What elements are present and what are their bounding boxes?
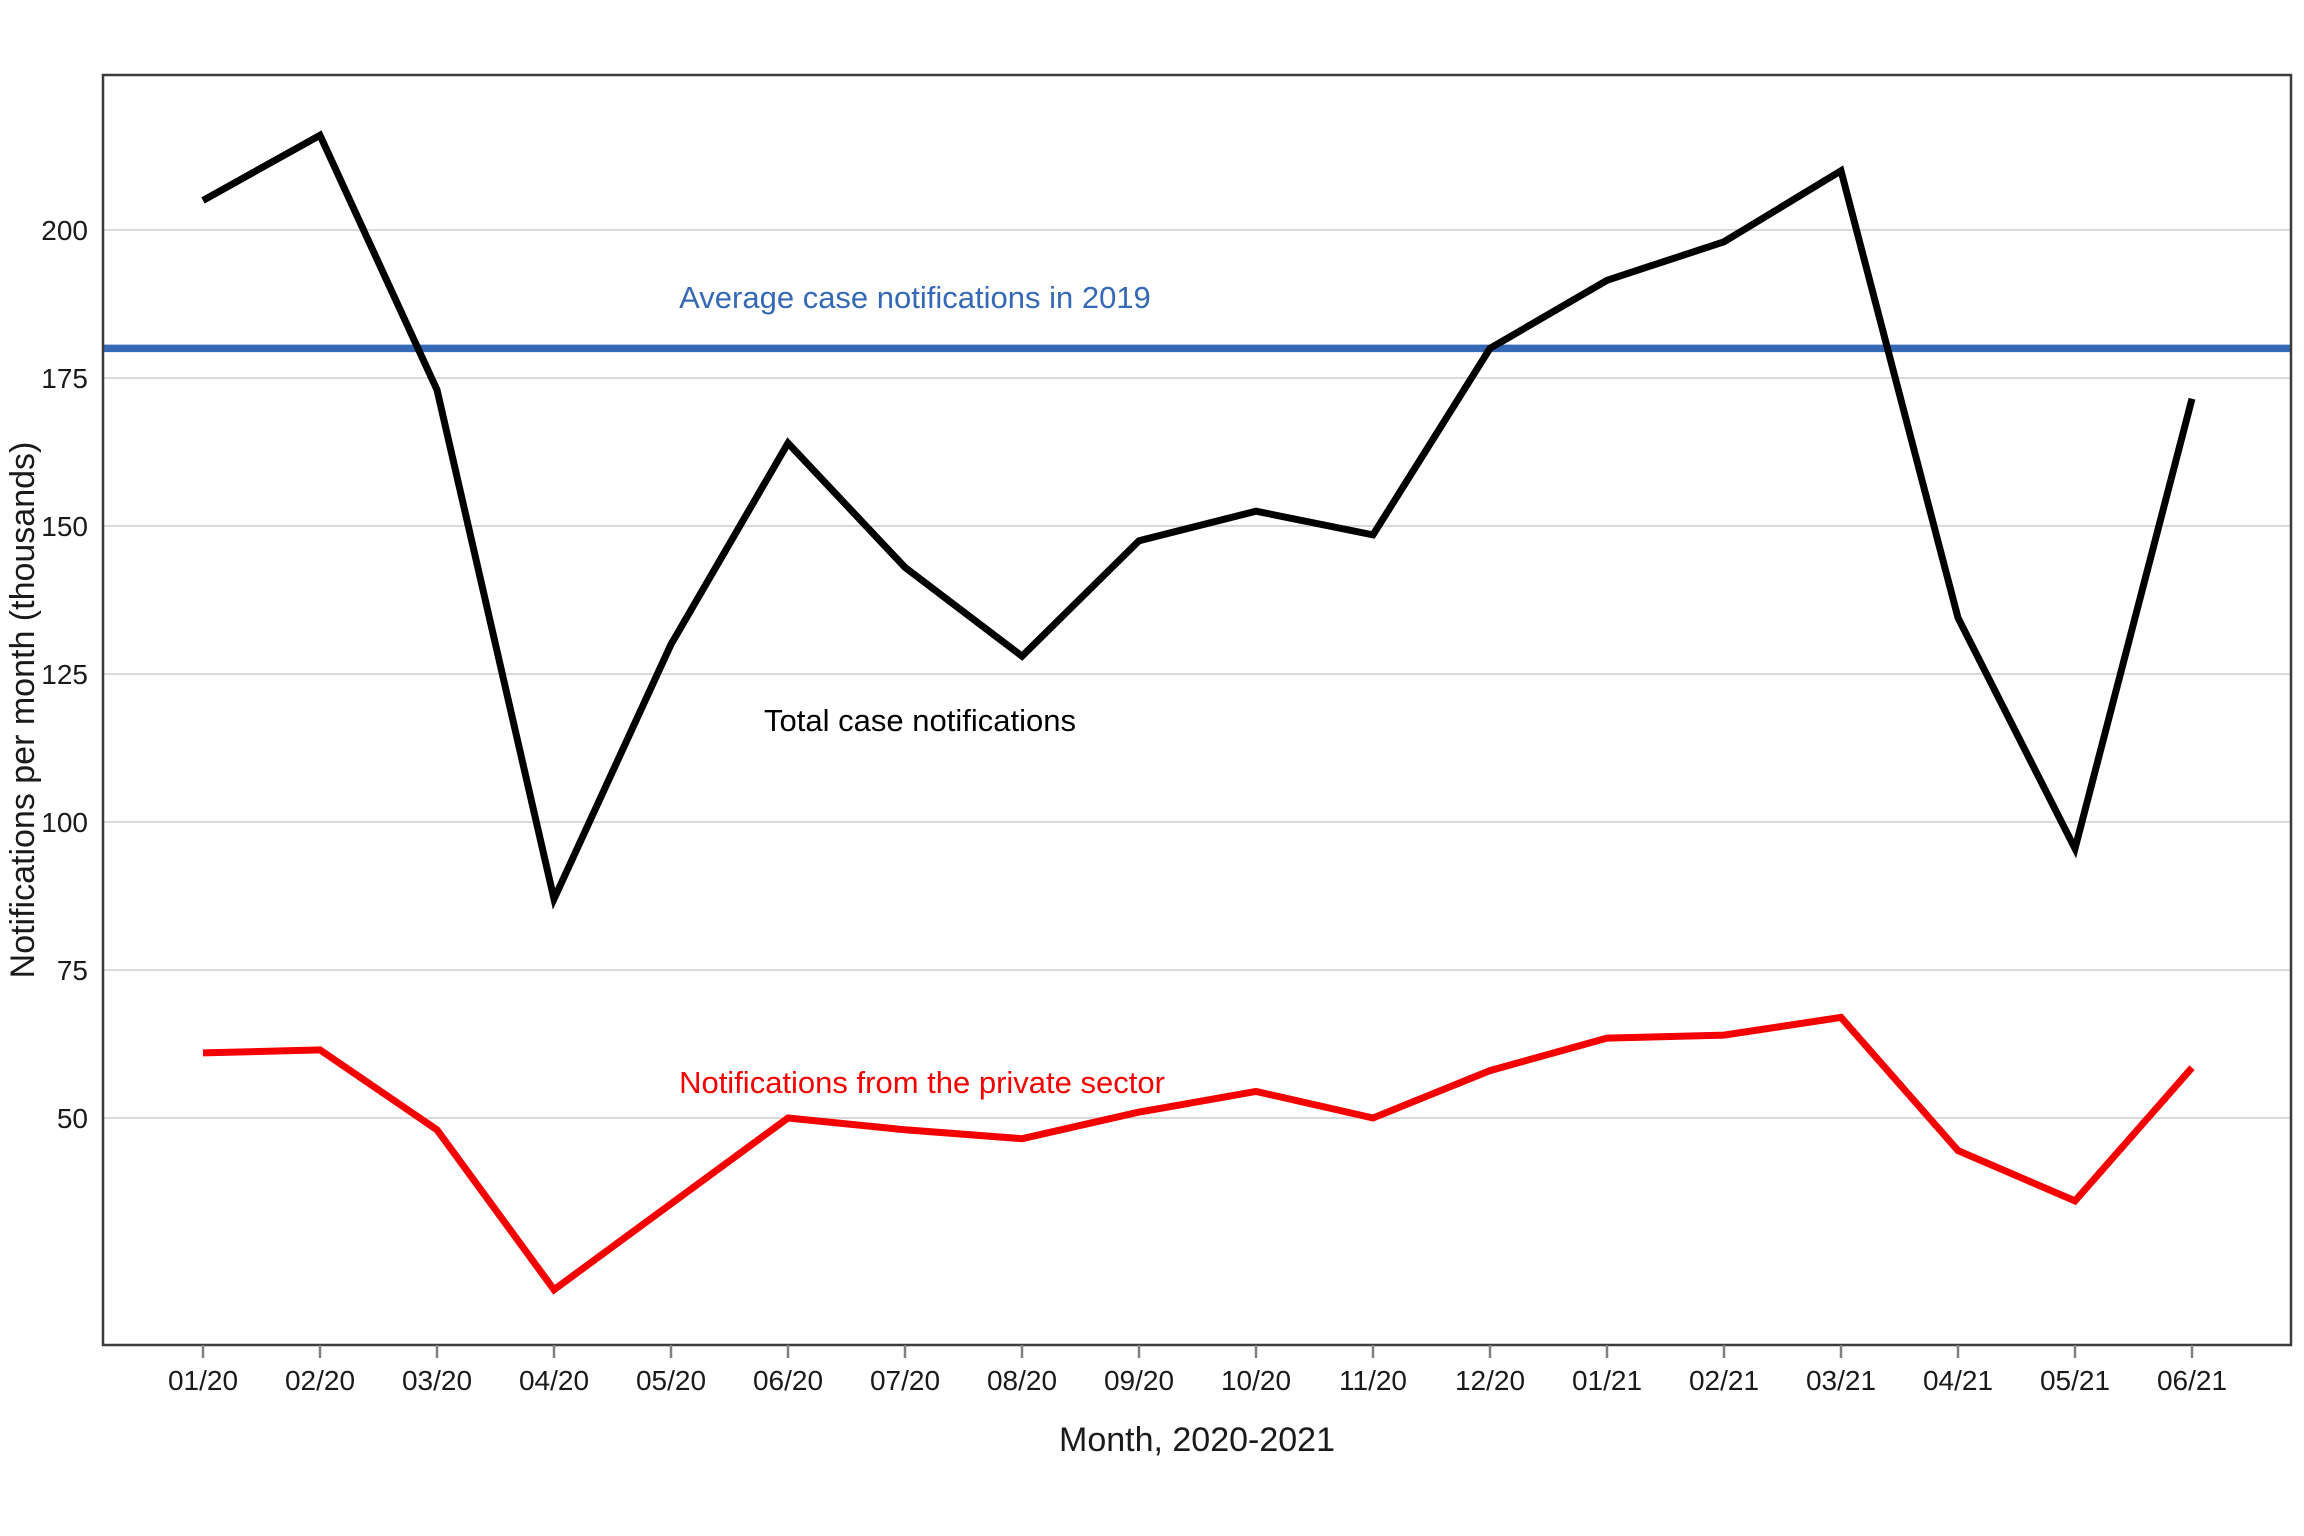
x-tick-label-06-21: 06/21 [2157, 1365, 2227, 1396]
x-tick-label-12-20: 12/20 [1455, 1365, 1525, 1396]
y-tick-label-175: 175 [41, 363, 88, 394]
axis-tick-marks [201, 1345, 2194, 1358]
x-tick-label-03-20: 03/20 [402, 1365, 472, 1396]
y-axis-title: Notifications per month (thousands) [4, 442, 42, 979]
x-tick-label-04-21: 04/21 [1923, 1365, 1993, 1396]
data-series-lines [201, 130, 2196, 1295]
y-tick-label-100: 100 [41, 807, 88, 838]
x-tick-label-09-20: 09/20 [1104, 1365, 1174, 1396]
x-axis-tick-labels: 01/20 02/20 03/20 04/20 05/20 06/20 07/20 08/20… [168, 1365, 2227, 1396]
x-tick-label-04-20: 04/20 [519, 1365, 589, 1396]
y-axis-tick-labels: 50 75 100 125 150 175 200 [41, 215, 88, 1134]
gridlines [104, 229, 2290, 1119]
y-tick-label-150: 150 [41, 511, 88, 542]
plot-area-border [101, 73, 2293, 1347]
x-tick-label-06-20: 06/20 [753, 1365, 823, 1396]
x-tick-label-07-20: 07/20 [870, 1365, 940, 1396]
x-axis-title: Month, 2020-2021 [1059, 1421, 1335, 1459]
plot-border [101, 73, 2293, 1347]
reference-line-label: Average case notifications in 2019 [679, 280, 1151, 315]
x-tick-label-01-21: 01/21 [1572, 1365, 1642, 1396]
x-tick-label-02-20: 02/20 [285, 1365, 355, 1396]
x-tick-label-08-20: 08/20 [987, 1365, 1057, 1396]
y-tick-label-75: 75 [57, 955, 88, 986]
x-tick-label-11-20: 11/20 [1339, 1365, 1407, 1396]
series-label-private-sector: Notifications from the private sector [679, 1065, 1165, 1100]
series-line-total-case-notifications [201, 130, 2196, 910]
y-tick-label-200: 200 [41, 215, 88, 246]
y-tick-label-50: 50 [57, 1103, 88, 1134]
x-tick-label-01-20: 01/20 [168, 1365, 238, 1396]
x-tick-label-10-20: 10/20 [1221, 1365, 1291, 1396]
x-tick-label-03-21: 03/21 [1806, 1365, 1876, 1396]
x-tick-label-02-21: 02/21 [1689, 1365, 1759, 1396]
series-label-total-case-notifications: Total case notifications [764, 703, 1076, 738]
y-tick-label-125: 125 [41, 659, 88, 690]
series-line-notifications-from-the-private-sector [202, 1013, 2195, 1295]
x-tick-label-05-20: 05/20 [636, 1365, 706, 1396]
x-tick-label-05-21: 05/21 [2040, 1365, 2110, 1396]
